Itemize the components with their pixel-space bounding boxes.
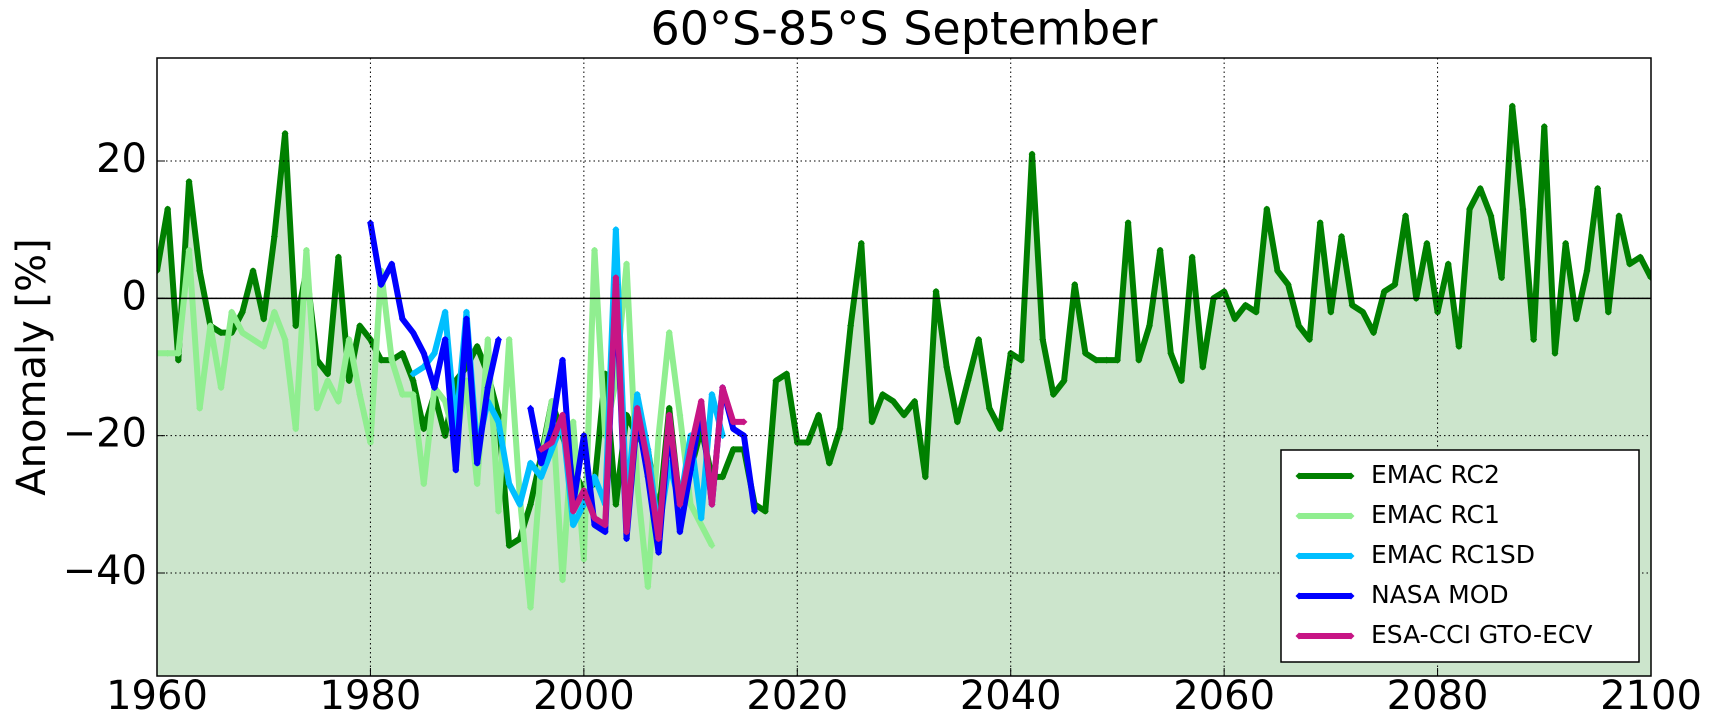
x-tick-label: 2040: [960, 673, 1062, 717]
x-tick-label: 1960: [106, 673, 208, 717]
plot-frame: [156, 57, 1652, 677]
legend-label: EMAC RC1: [1371, 500, 1500, 529]
series-line: [537, 274, 748, 543]
x-tick-label: 2020: [746, 673, 848, 717]
x-tick-label: 2000: [533, 673, 635, 717]
x-tick-label: 2100: [1600, 673, 1702, 717]
legend-label: EMAC RC2: [1371, 460, 1500, 489]
y-tick-label: 0: [122, 273, 147, 319]
legend-label: EMAC RC1SD: [1371, 540, 1535, 569]
y-tick-label: −20: [63, 411, 147, 457]
y-axis-label: Anomaly [%]: [9, 238, 55, 495]
x-tick-label: 2060: [1173, 673, 1275, 717]
series-line: [366, 219, 502, 474]
chart-title: 60°S-85°S September: [651, 2, 1158, 56]
x-tick-label: 1980: [320, 673, 422, 717]
x-tick-label: 2080: [1387, 673, 1489, 717]
y-tick-label: 20: [96, 136, 147, 182]
legend: EMAC RC2 EMAC RC1 EMAC RC1SD NASA MOD ESA-CC…: [1280, 449, 1640, 663]
legend-label: ESA-CCI GTO-ECV: [1371, 620, 1592, 649]
plot-area: [157, 102, 1651, 676]
y-tick-label: −40: [63, 548, 147, 594]
legend-label: NASA MOD: [1371, 580, 1509, 609]
